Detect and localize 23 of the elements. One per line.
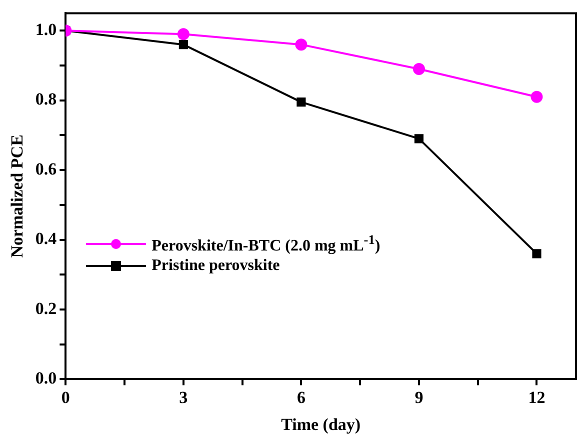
- y-tick-label: 0.2: [35, 298, 57, 318]
- y-tick-label: 0.6: [35, 159, 57, 178]
- point: [177, 28, 190, 40]
- legend-label: Pristine perovskite: [152, 256, 280, 275]
- legend-label: Perovskite/In-BTC (2.0 mg mL$^{-1}$): [152, 232, 380, 256]
- point: [532, 249, 542, 258]
- point: [412, 62, 425, 75]
- x-tick-label: 3: [179, 388, 188, 407]
- y-tick-label: 0.0: [35, 368, 57, 388]
- point: [414, 134, 424, 144]
- x-tick-label: 6: [296, 388, 306, 407]
- y-tick-label: 1.0: [35, 20, 57, 40]
- x-tick-label: 12: [528, 388, 546, 407]
- y-tick-label: 0.4: [35, 229, 58, 248]
- x-tick-label: 9: [414, 388, 424, 407]
- point: [178, 40, 188, 50]
- y-tick-label: 0.8: [35, 90, 57, 109]
- y-axis-title: Normalized PCE: [8, 134, 27, 258]
- point: [296, 98, 306, 107]
- x-tick-label: 0: [61, 388, 70, 407]
- point: [295, 38, 308, 51]
- point: [530, 90, 543, 103]
- x-axis-title: Time (day): [281, 415, 361, 434]
